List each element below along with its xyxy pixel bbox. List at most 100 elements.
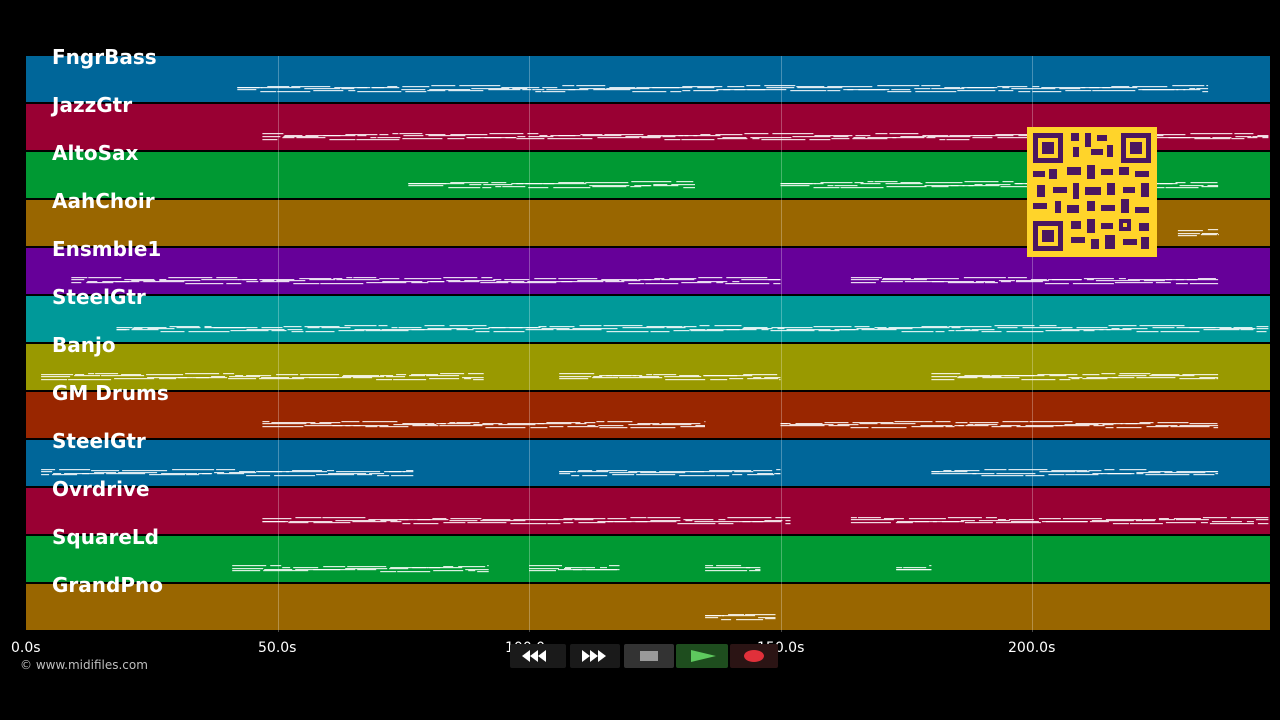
note <box>1206 471 1219 473</box>
note <box>1189 423 1218 425</box>
note <box>319 422 341 424</box>
note-segment <box>529 565 620 572</box>
note <box>431 85 456 87</box>
note <box>900 136 927 138</box>
note <box>621 280 641 282</box>
note <box>563 522 574 524</box>
note <box>578 470 593 472</box>
note <box>161 473 198 475</box>
note <box>1138 89 1179 91</box>
note <box>1176 471 1218 473</box>
note <box>690 471 733 473</box>
note <box>1102 87 1138 89</box>
note <box>188 331 230 333</box>
note <box>1007 277 1027 279</box>
note <box>447 423 471 425</box>
note <box>716 282 724 284</box>
note <box>344 325 377 327</box>
track-label: Ensmble1 <box>52 237 162 261</box>
note <box>1083 278 1114 280</box>
note <box>757 473 774 475</box>
note <box>921 326 948 328</box>
note <box>628 424 651 426</box>
note <box>606 331 649 333</box>
note <box>689 329 706 331</box>
note <box>1182 374 1219 376</box>
note <box>917 327 950 329</box>
note <box>1059 379 1071 381</box>
note <box>1055 425 1090 427</box>
note <box>443 522 466 524</box>
note <box>258 471 283 473</box>
note <box>1173 518 1201 520</box>
track-label: FngrBass <box>52 45 157 69</box>
note <box>558 569 582 571</box>
note <box>943 470 952 472</box>
note <box>558 278 598 280</box>
note <box>482 423 503 425</box>
note <box>818 330 840 332</box>
note <box>1092 90 1136 92</box>
note <box>891 89 911 91</box>
rewind-button[interactable] <box>510 644 566 668</box>
note <box>328 473 367 475</box>
note <box>705 570 748 572</box>
note <box>1025 425 1063 427</box>
note <box>1177 235 1197 237</box>
note <box>682 90 691 92</box>
note <box>661 423 701 425</box>
note <box>1183 89 1201 91</box>
note <box>609 565 620 567</box>
note <box>896 569 932 571</box>
note <box>991 426 1012 428</box>
note <box>448 281 480 283</box>
note <box>261 87 301 89</box>
note <box>1006 331 1044 333</box>
note <box>307 327 320 329</box>
note <box>886 186 927 188</box>
note <box>229 472 257 474</box>
note <box>665 379 706 381</box>
note <box>1016 426 1054 428</box>
note <box>316 474 355 476</box>
note <box>482 187 492 189</box>
note <box>341 88 355 90</box>
note <box>579 325 602 327</box>
note <box>786 329 831 331</box>
note <box>630 186 642 188</box>
note <box>94 472 117 474</box>
note <box>448 90 484 92</box>
note <box>345 425 361 427</box>
note <box>926 137 936 139</box>
note <box>1176 89 1186 91</box>
note <box>204 326 212 328</box>
note <box>335 520 376 522</box>
note <box>1083 330 1095 332</box>
track-lane <box>26 56 1270 102</box>
note <box>1155 282 1171 284</box>
note <box>1101 373 1116 375</box>
note <box>850 427 869 429</box>
stop-button[interactable] <box>624 644 674 668</box>
note <box>214 472 225 474</box>
note <box>705 567 751 569</box>
note <box>379 134 389 136</box>
note <box>743 374 778 376</box>
note <box>576 85 606 87</box>
note <box>1112 523 1129 525</box>
note <box>313 569 356 571</box>
note <box>169 326 200 328</box>
note <box>1044 283 1069 285</box>
note <box>1145 474 1190 476</box>
note <box>706 329 740 331</box>
record-button[interactable] <box>730 644 778 668</box>
note-segment <box>559 373 781 381</box>
play-button[interactable] <box>676 644 728 668</box>
note <box>276 374 299 376</box>
note <box>920 425 953 427</box>
note <box>1240 329 1254 331</box>
note <box>71 282 82 284</box>
note-layer <box>41 85 1269 621</box>
fast-forward-button[interactable] <box>570 644 620 668</box>
note <box>727 86 745 88</box>
